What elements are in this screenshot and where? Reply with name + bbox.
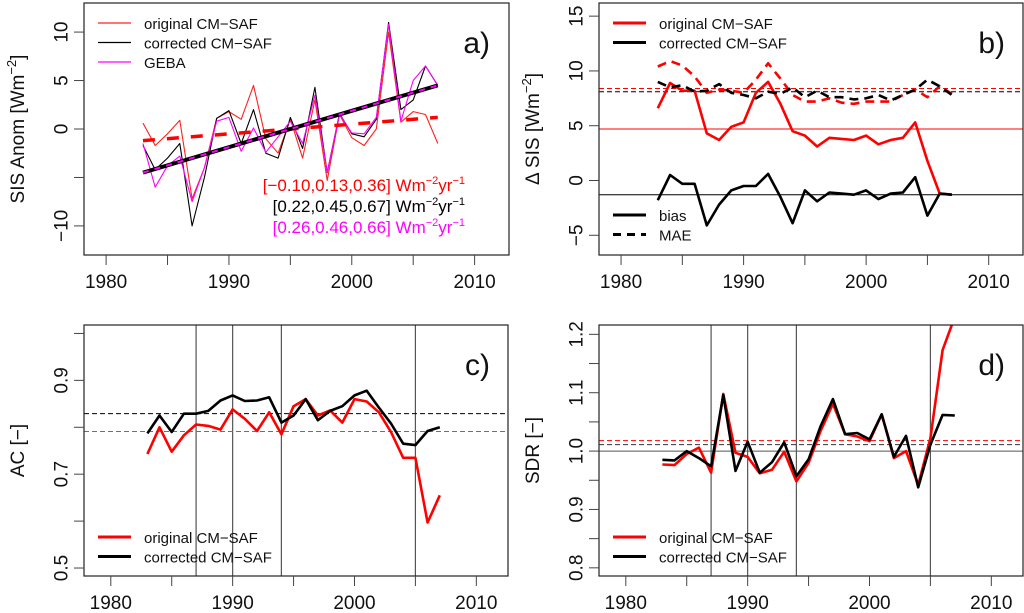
y-tick-label: −5 [567,224,588,246]
y-tick-label: 10 [567,60,588,81]
y-tick-label: 5 [567,120,588,131]
y-tick-label: 1.1 [567,380,588,406]
y-tick-label: 15 [567,6,588,27]
panel-c: 0.5 0.7 0.9 1980 1990 2000 2010 AC [−] c) origina… [8,324,509,613]
y-axis-label: AC [−] [8,424,29,477]
legend-label: corrected CM−SAF [659,550,787,567]
series-line-1 [142,21,439,227]
plot-frame [83,324,509,577]
x-tick-label: 2000 [848,593,890,613]
legend: original CM−SAF corrected CM−SAF [613,16,787,53]
trend-line-2 [142,84,439,174]
legend-label: GEBA [144,55,186,72]
y-tick-label: 0.9 [567,496,588,522]
x-tick-label: 2010 [453,272,495,293]
legend-label: bias [659,208,687,225]
legend: bias MAE [613,208,692,245]
plot-frame [598,2,1024,256]
panel-label: c) [465,349,490,382]
panel-d: 0.8 0.9 1.0 1.1 1.2 1980 1990 2000 2010 SDR [−] d)… [523,321,1024,613]
x-tick-label: 2000 [845,272,887,293]
plot-frame [598,324,1024,577]
x-tick-label: 1990 [727,593,769,613]
plot-area [84,325,508,576]
y-axis-label: Δ SIS [Wm−2] [519,73,544,185]
trend-annotation: [0.26,0.46,0.66] Wm−2yr−1 [273,217,465,237]
series-line-0 [656,80,953,196]
panel-label: d) [978,349,1005,382]
x-tick-label: 1990 [208,272,250,293]
legend: original CM−SAF corrected CM−SAF [98,530,272,567]
x-tick-label: 2000 [333,593,375,613]
x-tick-label: 2010 [455,593,497,613]
series-line-2 [657,59,953,106]
legend-label: MAE [659,228,692,245]
legend-label: original CM−SAF [144,530,258,547]
y-axis-label: SDR [−] [523,417,544,484]
legend-label: corrected CM−SAF [144,550,272,567]
legend: original CM−SAF corrected CM−SAF GEBA [98,16,272,72]
x-tick-label: 2010 [970,593,1012,613]
y-tick-label: 0 [52,124,73,135]
x-tick-label: 1990 [212,593,254,613]
panel-label: b) [978,27,1005,60]
y-tick-label: 0 [567,175,588,186]
y-tick-label: 0.5 [52,555,73,581]
x-tick-label: 1980 [605,593,647,613]
x-tick-label: 2010 [968,272,1010,293]
trend-annotation: [−0.10,0.13,0.36] Wm−2yr−1 [263,175,465,195]
legend-label: corrected CM−SAF [144,36,272,53]
trend-line-1 [142,83,439,175]
plot-area [599,59,1023,227]
y-tick-label: 1.2 [567,321,588,347]
y-tick-label: 0.9 [52,367,73,393]
series-line-1 [662,393,955,489]
x-tick-label: 1980 [85,272,127,293]
legend-label: original CM−SAF [659,530,773,547]
y-axis-label: SIS Anom [Wm−2] [4,55,29,204]
legend-label: original CM−SAF [659,16,773,33]
x-tick-label: 1980 [90,593,132,613]
legend-label: corrected CM−SAF [659,36,787,53]
plot-area [142,21,439,227]
x-tick-label: 1990 [722,272,764,293]
y-tick-label: 1.0 [567,438,588,464]
y-tick-label: −10 [52,210,73,242]
panel-a: −10 0 5 10 1980 1990 2000 2010 SIS Anom [Wm−2] a)… [4,2,510,293]
y-tick-label: 0.7 [52,461,73,487]
y-tick-label: 0.8 [567,555,588,581]
y-tick-label: 10 [52,22,73,43]
trend-annotation: [0.22,0.45,0.67] Wm−2yr−1 [273,196,465,216]
x-tick-label: 2000 [331,272,373,293]
series-line-0 [146,397,441,524]
legend-label: original CM−SAF [144,16,258,33]
legend: original CM−SAF corrected CM−SAF [613,530,787,567]
plot-area [599,325,1023,576]
series-line-1 [146,389,441,447]
series-line-3 [657,78,953,102]
series-line-1 [656,172,953,227]
x-tick-label: 1980 [600,272,642,293]
panel-b: −5 0 5 10 15 1980 1990 2000 2010 Δ SIS [Wm−2] b) or… [519,2,1024,293]
panel-label: a) [463,27,490,60]
y-tick-label: 5 [52,75,73,86]
